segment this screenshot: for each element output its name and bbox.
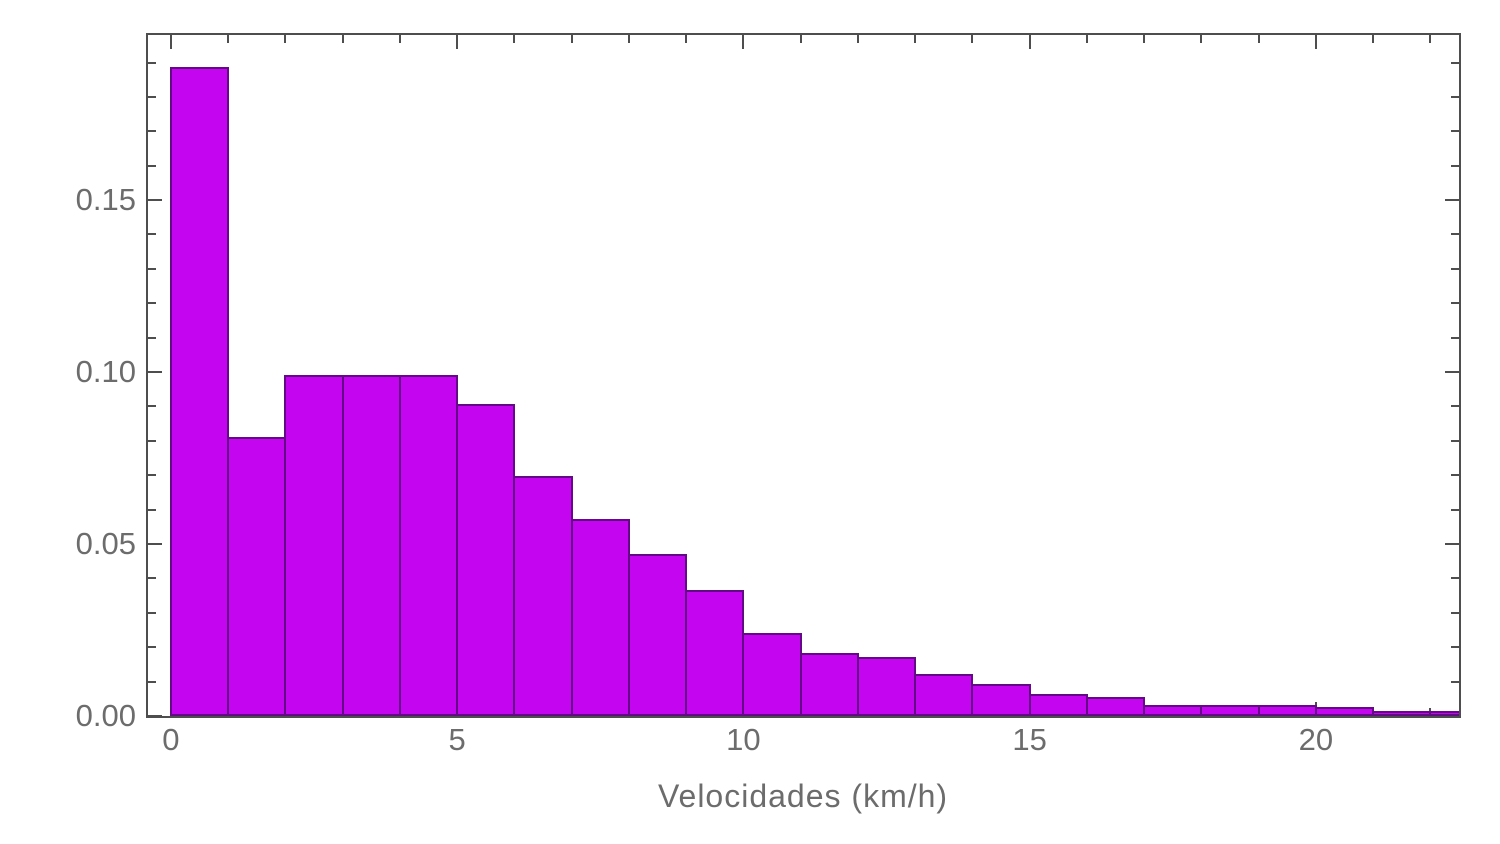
x-tick-label: 10 xyxy=(726,722,761,757)
histogram-bar xyxy=(685,589,745,716)
histogram-bar xyxy=(856,657,917,716)
x-minor-tick-top xyxy=(914,35,917,43)
x-minor-tick-top xyxy=(1372,35,1375,43)
x-minor-tick-top xyxy=(1257,35,1260,43)
x-minor-tick-top xyxy=(398,35,401,43)
y-major-tick-left xyxy=(148,715,162,716)
x-tick-label: 20 xyxy=(1298,722,1334,757)
y-major-tick-right xyxy=(1445,371,1459,374)
histogram-bar xyxy=(1314,707,1375,716)
histogram-bar xyxy=(1257,705,1317,716)
y-tick-label: 0.05 xyxy=(75,526,136,562)
x-tick-label: 0 xyxy=(162,722,180,757)
y-minor-tick-right xyxy=(1451,439,1459,442)
y-minor-tick-left xyxy=(148,61,156,64)
y-tick-label: 0.00 xyxy=(75,698,136,733)
plot-area xyxy=(148,35,1459,716)
x-minor-tick-top xyxy=(685,35,688,43)
y-major-tick-right xyxy=(1445,543,1459,546)
y-minor-tick-right xyxy=(1451,164,1459,167)
histogram-bar xyxy=(513,476,573,716)
x-minor-tick-top xyxy=(799,35,802,43)
y-minor-tick-right xyxy=(1451,646,1459,649)
y-minor-tick-left xyxy=(148,405,156,408)
y-minor-tick-left xyxy=(148,336,156,339)
histogram-bar xyxy=(1372,710,1432,716)
y-minor-tick-right xyxy=(1451,336,1459,339)
histogram-bar xyxy=(742,633,802,716)
y-minor-tick-left xyxy=(148,474,156,477)
y-minor-tick-left xyxy=(148,164,156,167)
x-minor-tick-top xyxy=(1429,35,1432,43)
x-minor-tick-top xyxy=(627,35,630,43)
histogram-bar xyxy=(1200,705,1260,716)
histogram-bar xyxy=(1085,696,1146,716)
histogram-bar xyxy=(398,375,459,716)
y-minor-tick-left xyxy=(148,680,156,683)
y-minor-tick-right xyxy=(1451,474,1459,477)
plot-frame xyxy=(146,33,1461,718)
y-minor-tick-left xyxy=(148,577,156,580)
y-major-tick-left xyxy=(148,371,162,374)
y-minor-tick-right xyxy=(1451,130,1459,133)
x-major-tick-top xyxy=(456,35,459,49)
y-tick-label: 0.10 xyxy=(75,354,136,390)
y-minor-tick-right xyxy=(1451,405,1459,408)
x-major-tick-top xyxy=(742,35,745,49)
y-minor-tick-right xyxy=(1451,233,1459,236)
y-major-tick-left xyxy=(148,199,162,202)
y-minor-tick-left xyxy=(148,302,156,305)
histogram-bar xyxy=(570,518,630,716)
y-minor-tick-right xyxy=(1451,577,1459,580)
y-minor-tick-right xyxy=(1451,302,1459,305)
y-minor-tick-left xyxy=(148,267,156,270)
x-minor-tick-top xyxy=(227,35,230,43)
y-minor-tick-left xyxy=(148,508,156,511)
histogram-bar xyxy=(799,653,859,716)
histogram-bar xyxy=(971,684,1031,716)
x-major-tick-top xyxy=(1314,35,1317,49)
y-minor-tick-left xyxy=(148,130,156,133)
histogram-bar xyxy=(227,437,287,716)
histogram-bar xyxy=(169,67,230,716)
x-major-tick-top xyxy=(1028,35,1031,49)
y-major-tick-left xyxy=(148,543,162,546)
y-minor-tick-left xyxy=(148,439,156,442)
histogram-bar xyxy=(914,674,974,716)
histogram-bar xyxy=(456,404,516,716)
x-minor-tick-top xyxy=(570,35,573,43)
x-tick-label: 5 xyxy=(448,722,466,757)
x-major-tick-top xyxy=(169,35,172,49)
histogram-bar xyxy=(1429,710,1459,716)
y-minor-tick-left xyxy=(148,233,156,236)
y-tick-label: 0.15 xyxy=(75,182,136,218)
y-major-tick-right xyxy=(1445,199,1459,202)
y-minor-tick-left xyxy=(148,611,156,614)
y-minor-tick-right xyxy=(1451,267,1459,270)
histogram-bar xyxy=(1143,705,1203,716)
y-minor-tick-right xyxy=(1451,61,1459,64)
x-minor-tick-top xyxy=(513,35,516,43)
y-minor-tick-right xyxy=(1451,508,1459,511)
x-minor-tick-top xyxy=(341,35,344,43)
histogram-bar xyxy=(1028,694,1088,716)
histogram-bar xyxy=(341,375,401,716)
histogram-bar xyxy=(284,375,344,716)
y-minor-tick-right xyxy=(1451,680,1459,683)
x-minor-tick-top xyxy=(284,35,287,43)
x-minor-tick-top xyxy=(856,35,859,43)
x-minor-tick-top xyxy=(1085,35,1088,43)
y-minor-tick-right xyxy=(1451,95,1459,98)
x-minor-tick-top xyxy=(971,35,974,43)
histogram-bar xyxy=(627,553,688,716)
x-tick-label: 15 xyxy=(1012,722,1047,757)
x-axis-title: Velocidades (km/h) xyxy=(657,778,949,814)
x-minor-tick-top xyxy=(1200,35,1203,43)
y-minor-tick-right xyxy=(1451,611,1459,614)
y-minor-tick-left xyxy=(148,646,156,649)
y-minor-tick-left xyxy=(148,95,156,98)
x-minor-tick-top xyxy=(1143,35,1146,43)
